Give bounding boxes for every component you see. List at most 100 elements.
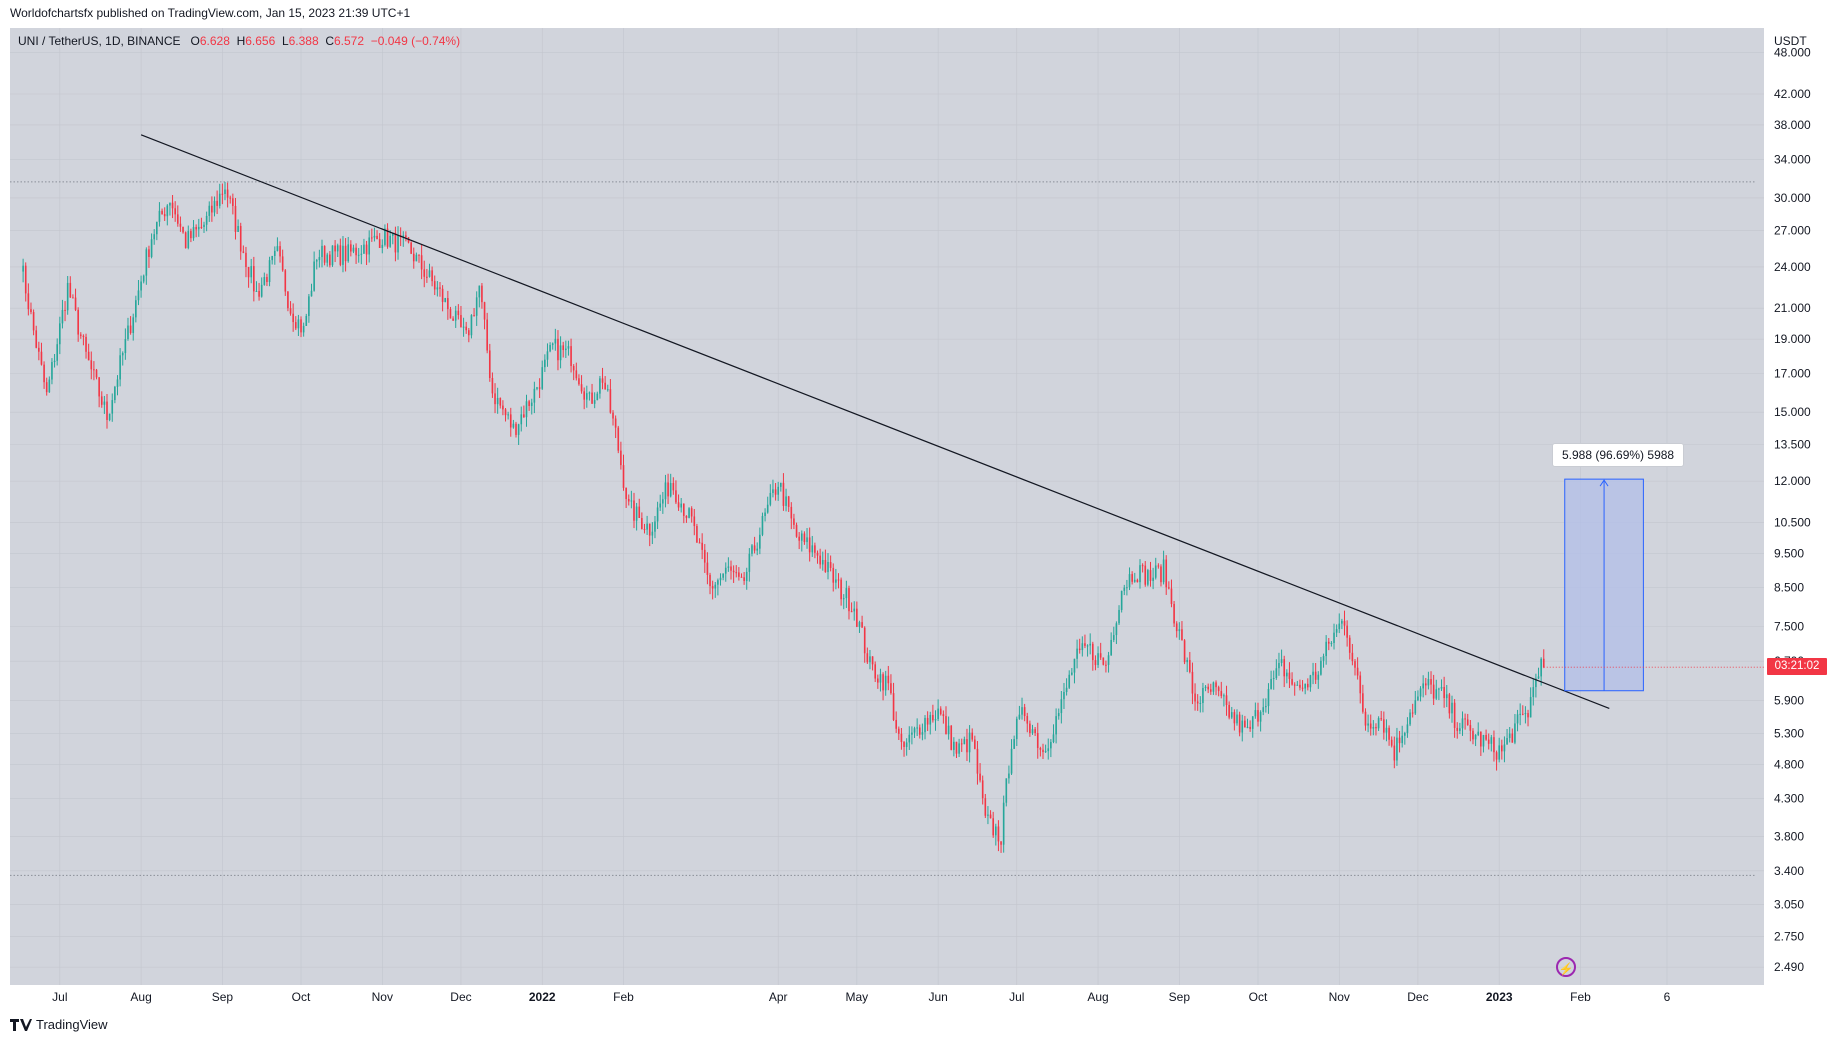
- candle-down: [350, 244, 352, 252]
- candle-up: [1073, 658, 1076, 673]
- candle-down: [840, 579, 842, 600]
- time-tick-label: Sep: [1169, 990, 1191, 1004]
- candle-up: [1076, 648, 1078, 659]
- candle-down: [1288, 672, 1291, 679]
- candle-down: [932, 714, 934, 721]
- candle-up: [777, 486, 780, 495]
- candle-down: [1466, 719, 1469, 726]
- candle-down: [481, 285, 483, 303]
- candle-down: [1078, 648, 1081, 651]
- candle-up: [845, 588, 848, 599]
- candle-down: [85, 336, 87, 352]
- candle-down: [685, 515, 688, 518]
- candle-up: [336, 245, 339, 252]
- candle-up: [263, 277, 266, 285]
- candle-up: [1372, 726, 1375, 729]
- candle-up: [1120, 590, 1123, 610]
- candle-up: [916, 727, 918, 729]
- candle-down: [1238, 714, 1241, 733]
- candle-up: [1419, 688, 1422, 697]
- candle-up: [921, 732, 924, 735]
- candle-up: [659, 503, 662, 508]
- price-tick-label: 38.000: [1774, 118, 1811, 132]
- candle-down: [79, 334, 82, 336]
- candle-down: [242, 251, 245, 253]
- candle-up: [994, 826, 997, 836]
- candle-down: [253, 266, 255, 292]
- candle-up: [237, 225, 239, 232]
- candle-down: [939, 708, 942, 715]
- candle-down: [148, 249, 150, 257]
- time-tick-label: Feb: [1570, 990, 1591, 1004]
- candle-up: [1050, 742, 1052, 749]
- candle-up: [664, 482, 667, 500]
- price-tick-label: 2.750: [1774, 929, 1804, 943]
- candle-down: [190, 231, 192, 239]
- candle-down: [161, 210, 163, 215]
- candle-up: [585, 393, 588, 400]
- candle-up: [1241, 720, 1244, 733]
- candle-down: [45, 382, 48, 393]
- candle-down: [281, 256, 284, 271]
- time-scale[interactable]: [10, 985, 1764, 1008]
- candle-up: [1010, 748, 1013, 774]
- candle-up: [150, 239, 153, 257]
- candle-up: [517, 424, 520, 435]
- candle-up: [669, 483, 672, 497]
- candle-up: [156, 221, 158, 235]
- chart-pane[interactable]: [10, 28, 1764, 1008]
- candle-down: [176, 214, 179, 224]
- footer-brand[interactable]: TradingView: [10, 1017, 108, 1032]
- candle-down: [1228, 704, 1230, 718]
- candle-down: [1511, 733, 1514, 743]
- candle-up: [145, 249, 148, 276]
- candle-down: [942, 714, 945, 717]
- candle-up: [1317, 674, 1320, 680]
- candle-down: [431, 270, 433, 282]
- candle-down: [667, 482, 669, 497]
- candle-up: [142, 275, 145, 282]
- candle-down: [614, 418, 617, 428]
- time-tick-label: May: [846, 990, 869, 1004]
- lightning-icon[interactable]: ⚡: [1556, 957, 1576, 977]
- candle-down: [279, 246, 281, 257]
- candle-up: [1474, 734, 1477, 740]
- candle-up: [1018, 714, 1021, 719]
- candle-up: [1385, 727, 1388, 733]
- candle-down: [1362, 693, 1364, 712]
- symbol-title[interactable]: UNI / TetherUS, 1D, BINANCE: [18, 34, 181, 48]
- candle-down: [960, 743, 963, 745]
- candle-down: [486, 319, 488, 351]
- candle-up: [197, 226, 200, 230]
- candle-up: [924, 717, 926, 733]
- publisher-note: Worldofchartsfx published on TradingView…: [10, 6, 411, 20]
- candle-up: [530, 402, 533, 407]
- candle-down: [622, 465, 625, 488]
- candle-down: [1527, 713, 1529, 718]
- candle-down: [1191, 671, 1194, 694]
- candle-down: [1495, 752, 1498, 760]
- candle-down: [292, 313, 294, 323]
- candle-up: [273, 250, 276, 256]
- open-label: O: [190, 34, 200, 48]
- candle-up: [934, 719, 937, 721]
- candle-up: [1065, 687, 1068, 693]
- price-scale[interactable]: [1764, 28, 1841, 1008]
- candle-up: [554, 338, 557, 344]
- candle-up: [1435, 689, 1438, 699]
- candle-down: [591, 392, 593, 404]
- candle-down: [1029, 723, 1031, 734]
- candle-up: [1147, 570, 1149, 585]
- candle-down: [1225, 695, 1228, 705]
- measure-label[interactable]: 5.988 (96.69%) 5988: [1552, 443, 1685, 467]
- candle-up: [271, 255, 273, 261]
- candle-up: [1333, 632, 1335, 643]
- candle-down: [1314, 671, 1317, 680]
- candle-up: [1278, 663, 1280, 669]
- candle-down: [824, 560, 827, 573]
- candle-up: [475, 297, 478, 316]
- candle-down: [638, 506, 641, 518]
- candle-up: [1202, 687, 1204, 703]
- candle-down: [287, 291, 289, 309]
